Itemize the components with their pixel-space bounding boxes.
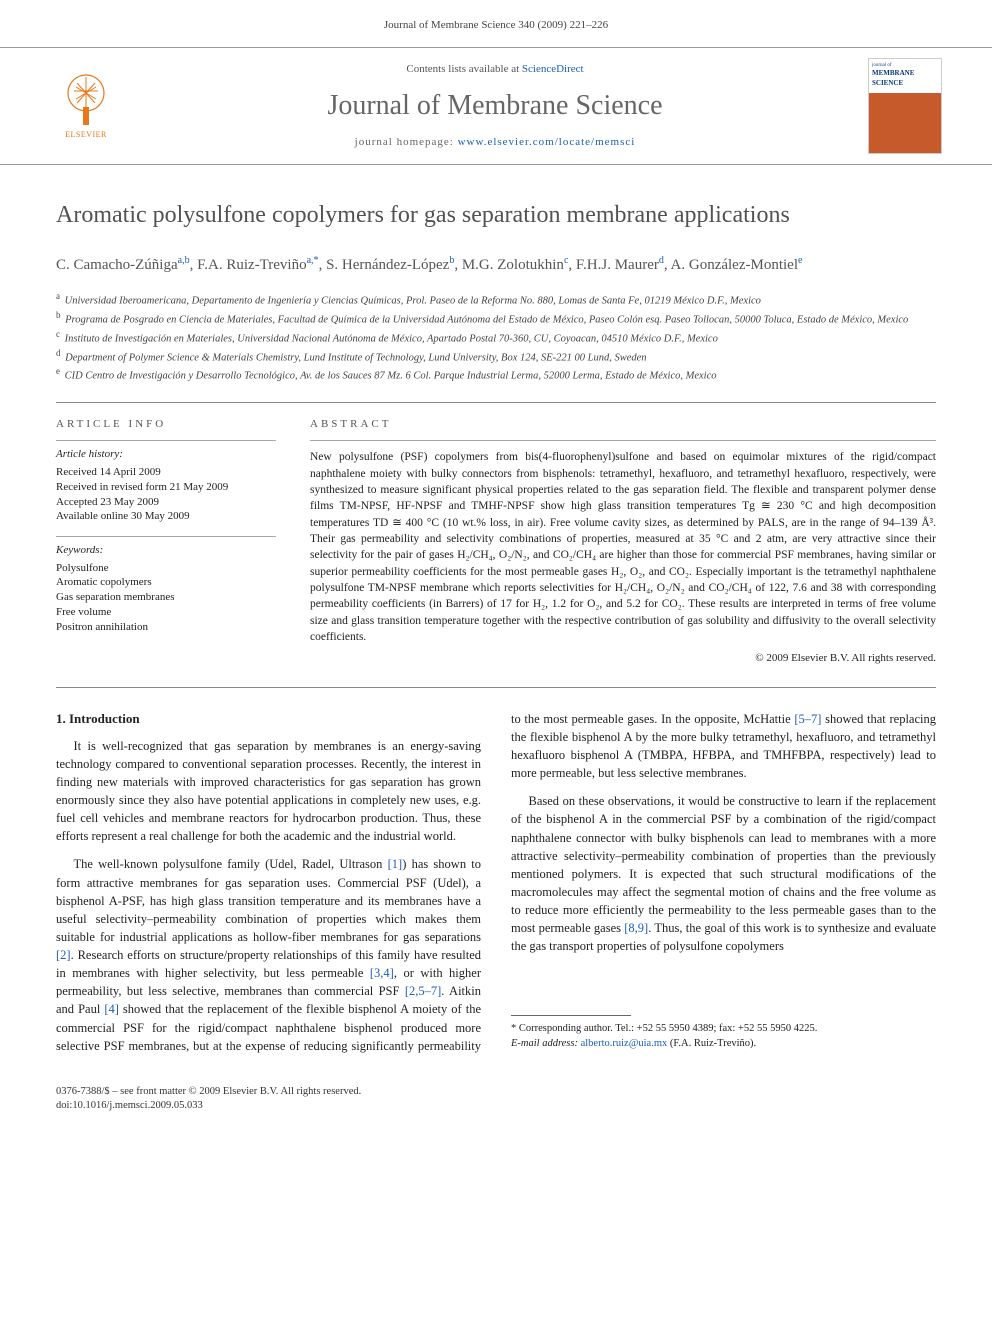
- history-line: Available online 30 May 2009: [56, 509, 276, 524]
- affiliation-line: d Department of Polymer Science & Materi…: [56, 347, 936, 366]
- history-label: Article history:: [56, 447, 276, 462]
- journal-cover-thumbnail: journal of MEMBRANE SCIENCE: [868, 58, 942, 154]
- email-link[interactable]: alberto.ruiz@uia.mx: [581, 1038, 668, 1049]
- contents-available-line: Contents lists available at ScienceDirec…: [140, 62, 850, 77]
- sciencedirect-link[interactable]: ScienceDirect: [522, 63, 584, 75]
- keyword-line: Free volume: [56, 605, 276, 620]
- history-line: Accepted 23 May 2009: [56, 495, 276, 510]
- abstract-copyright: © 2009 Elsevier B.V. All rights reserved…: [310, 651, 936, 666]
- affiliations: a Universidad Iberoamericana, Departamen…: [56, 290, 936, 384]
- homepage-link[interactable]: www.elsevier.com/locate/memsci: [458, 136, 636, 148]
- history-lines: Received 14 April 2009Received in revise…: [56, 465, 276, 524]
- article-info-heading: ARTICLE INFO: [56, 417, 276, 432]
- abstract-text: New polysulfone (PSF) copolymers from bi…: [310, 449, 936, 645]
- keywords-label: Keywords:: [56, 543, 276, 558]
- footnote-separator: [511, 1015, 631, 1016]
- keywords-lines: PolysulfoneAromatic copolymersGas separa…: [56, 561, 276, 635]
- cover-small-text: journal of: [872, 62, 938, 69]
- article-info-row: ARTICLE INFO Article history: Received 1…: [56, 402, 936, 667]
- author-list: C. Camacho-Zúñigaa,b, F.A. Ruiz-Treviñoa…: [56, 253, 936, 277]
- abstract-block: ABSTRACT New polysulfone (PSF) copolymer…: [310, 417, 936, 667]
- journal-title: Journal of Membrane Science: [140, 86, 850, 125]
- para-1: It is well-recognized that gas separatio…: [56, 737, 481, 846]
- affiliation-line: b Programa de Posgrado en Ciencia de Mat…: [56, 309, 936, 328]
- doi-line: doi:10.1016/j.memsci.2009.05.033: [56, 1099, 936, 1114]
- article-body: 1. Introduction It is well-recognized th…: [56, 687, 936, 1055]
- article-info: ARTICLE INFO Article history: Received 1…: [56, 417, 276, 667]
- affiliation-line: c Instituto de Investigación en Material…: [56, 328, 936, 347]
- email-line: E-mail address: alberto.ruiz@uia.mx (F.A…: [511, 1037, 936, 1051]
- running-head: Journal of Membrane Science 340 (2009) 2…: [0, 0, 992, 47]
- affiliation-line: a Universidad Iberoamericana, Departamen…: [56, 290, 936, 309]
- email-label: E-mail address:: [511, 1038, 581, 1049]
- keyword-line: Gas separation membranes: [56, 590, 276, 605]
- email-suffix: (F.A. Ruiz-Treviño).: [667, 1038, 756, 1049]
- cover-title-text: MEMBRANE SCIENCE: [872, 69, 938, 89]
- elsevier-logo: ELSEVIER: [50, 65, 122, 147]
- section-1-heading: 1. Introduction: [56, 710, 481, 729]
- bottom-matter: 0376-7388/$ – see front matter © 2009 El…: [0, 1075, 992, 1144]
- para-3: Based on these observations, it would be…: [511, 792, 936, 955]
- abstract-heading: ABSTRACT: [310, 417, 936, 432]
- front-matter-line: 0376-7388/$ – see front matter © 2009 El…: [56, 1085, 936, 1100]
- article-title: Aromatic polysulfone copolymers for gas …: [56, 199, 936, 233]
- affiliation-line: e CID Centro de Investigación y Desarrol…: [56, 365, 936, 384]
- homepage-line: journal homepage: www.elsevier.com/locat…: [140, 135, 850, 150]
- masthead-center: Contents lists available at ScienceDirec…: [140, 62, 850, 150]
- keyword-line: Positron annihilation: [56, 620, 276, 635]
- article-front-matter: Aromatic polysulfone copolymers for gas …: [0, 165, 992, 1074]
- keyword-line: Aromatic copolymers: [56, 575, 276, 590]
- elsevier-wordmark: ELSEVIER: [65, 129, 107, 140]
- elsevier-tree-icon: [62, 73, 110, 127]
- masthead: ELSEVIER Contents lists available at Sci…: [0, 47, 992, 165]
- history-line: Received 14 April 2009: [56, 465, 276, 480]
- footnotes: * Corresponding author. Tel.: +52 55 595…: [511, 1022, 936, 1050]
- contents-prefix: Contents lists available at: [406, 63, 521, 75]
- keyword-line: Polysulfone: [56, 561, 276, 576]
- history-line: Received in revised form 21 May 2009: [56, 480, 276, 495]
- corresponding-author-note: * Corresponding author. Tel.: +52 55 595…: [511, 1022, 936, 1036]
- homepage-prefix: journal homepage:: [355, 136, 458, 148]
